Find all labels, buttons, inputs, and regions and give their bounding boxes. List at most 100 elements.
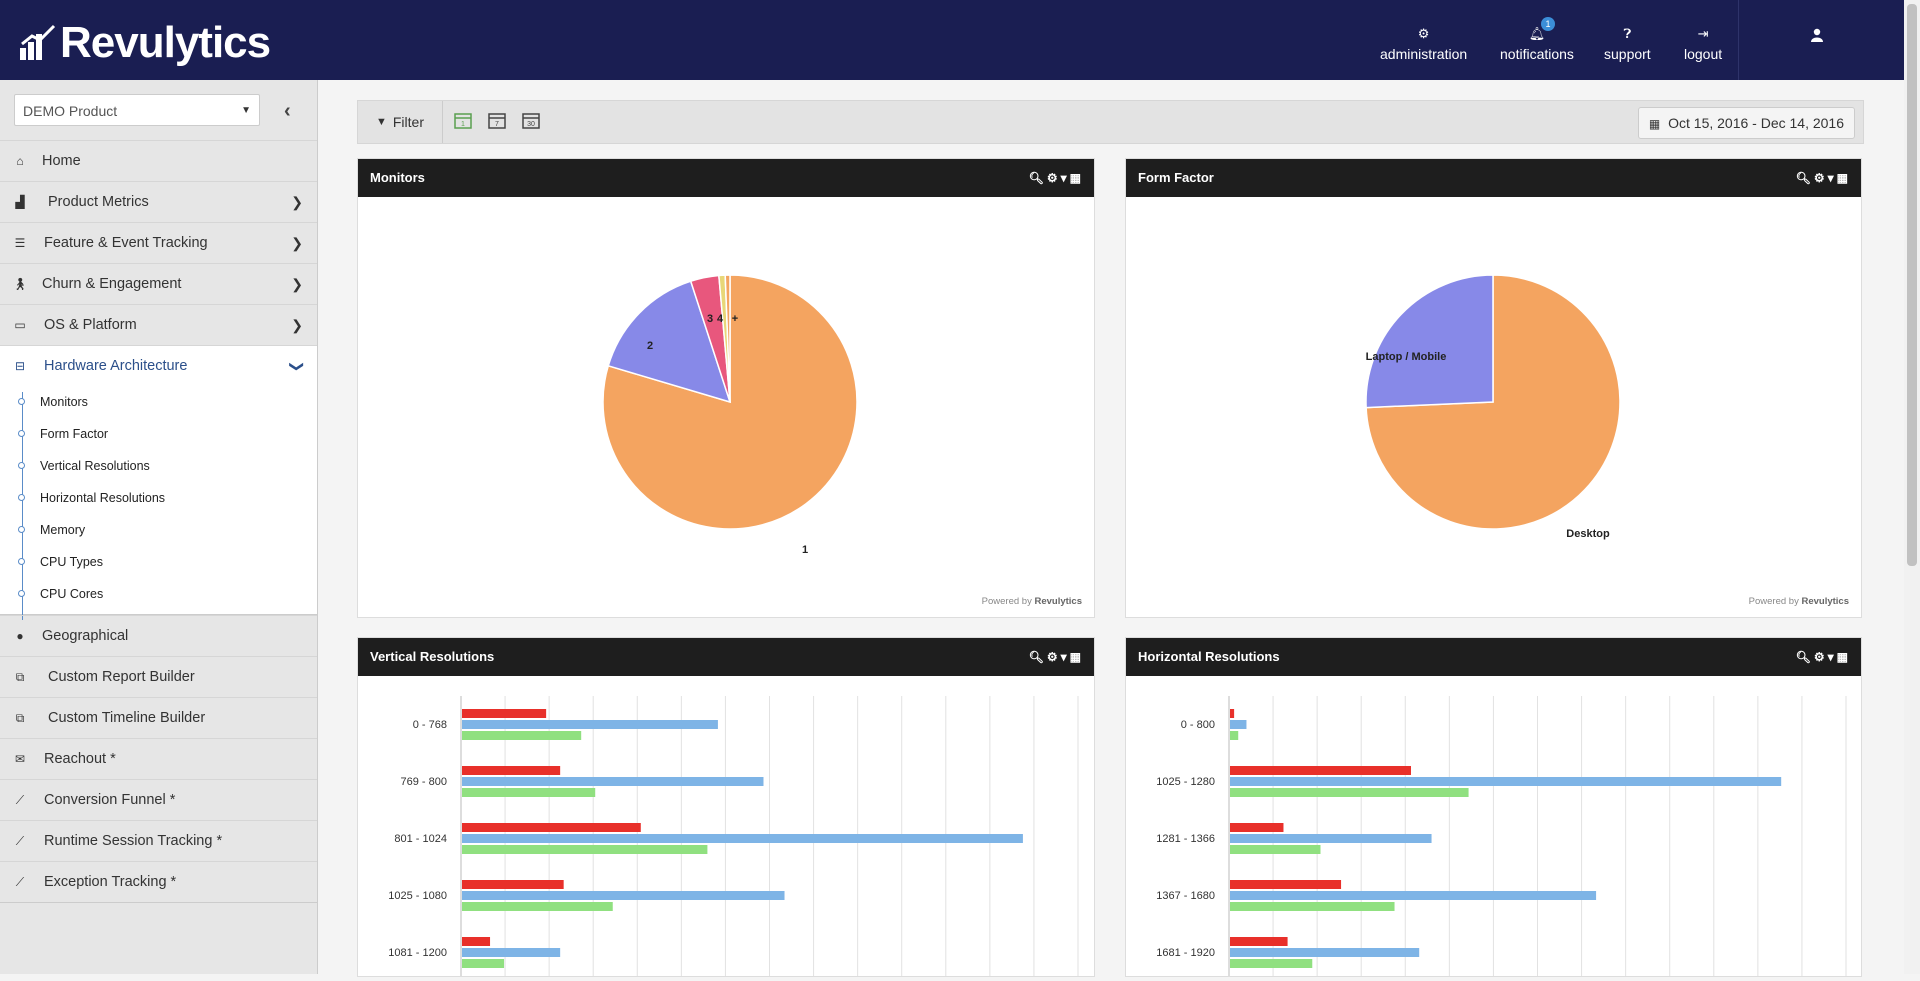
sidebar-item-exception-tracking[interactable]: ⟋ Exception Tracking * — [0, 861, 317, 903]
bar-red[interactable] — [1230, 937, 1288, 946]
pie-slice-2[interactable] — [607, 280, 732, 404]
envelope-icon: ✉ — [14, 752, 26, 766]
bar-green[interactable] — [462, 731, 582, 740]
filter-button[interactable]: ▼ Filter — [358, 101, 443, 143]
bar-green[interactable] — [462, 845, 708, 854]
submenu-item-monitors[interactable]: Monitors — [0, 386, 317, 418]
gear-icon[interactable]: ⚙▾ — [1813, 650, 1837, 664]
category-label: 1025 - 1280 — [1156, 776, 1215, 788]
bar-blue[interactable] — [462, 720, 718, 729]
bar-green[interactable] — [1230, 731, 1239, 740]
bar-blue[interactable] — [462, 834, 1023, 843]
search-icon[interactable]: 🔍︎ — [1028, 650, 1047, 664]
submenu-label: Monitors — [40, 395, 88, 409]
bar-blue[interactable] — [1230, 777, 1782, 786]
bar-green[interactable] — [1230, 845, 1321, 854]
administration-link[interactable]: ⚙ administration — [1380, 26, 1467, 62]
powered-prefix: Powered by — [981, 596, 1032, 607]
category-label: 1081 - 1200 — [388, 947, 447, 959]
bar-blue[interactable] — [462, 948, 561, 957]
sidebar-item-geographical[interactable]: ● Geographical — [0, 615, 317, 656]
vertical-resolutions-bar-chart: 0 - 768 769 - 800 801 - 1024 1025 - 1080 108… — [388, 696, 1079, 976]
calendar-7-days-icon[interactable]: 7 — [488, 111, 506, 134]
bar-red[interactable] — [1230, 880, 1342, 889]
pie-label: + — [732, 313, 738, 325]
calendar-1-day-icon[interactable]: 1 — [454, 111, 472, 134]
sidebar-item-reachout[interactable]: ✉ Reachout * — [0, 738, 317, 779]
sidebar-item-home[interactable]: ⌂ Home — [0, 140, 317, 181]
calendar-30-days-icon[interactable]: 30 — [522, 111, 540, 134]
bar-green[interactable] — [462, 788, 596, 797]
sidebar-item-custom-timeline-builder[interactable]: ⧉ Custom Timeline Builder — [0, 697, 317, 738]
sidebar-item-hardware-architecture[interactable]: ⊟ Hardware Architecture ❯ — [0, 345, 317, 386]
bar-red[interactable] — [1230, 766, 1411, 775]
submenu-item-horizontal-resolutions[interactable]: Horizontal Resolutions — [0, 482, 317, 514]
bar-red[interactable] — [462, 823, 641, 832]
panel-title: Vertical Resolutions — [370, 649, 495, 664]
pie-slice--[interactable] — [724, 274, 731, 403]
sidebar-item-os-platform[interactable]: ▭ OS & Platform ❯ — [0, 304, 317, 345]
submenu-item-vertical-resolutions[interactable]: Vertical Resolutions — [0, 450, 317, 482]
user-icon[interactable] — [1810, 28, 1824, 45]
notifications-link[interactable]: 🔔︎ 1 notifications — [1500, 17, 1574, 62]
support-link[interactable]: ❓︎ support — [1604, 26, 1651, 62]
horizontal-resolutions-panel: Horizontal Resolutions 🔍︎⚙▾▦ 0 - 800 1025… — [1125, 637, 1862, 977]
search-icon[interactable]: 🔍︎ — [1795, 650, 1814, 664]
bar-red[interactable] — [462, 937, 491, 946]
table-icon[interactable]: ▦ — [1069, 650, 1084, 664]
pie-slice-1[interactable] — [602, 274, 858, 530]
bar-blue[interactable] — [1230, 834, 1432, 843]
product-select[interactable]: DEMO Product ▼ — [14, 94, 260, 126]
bar-red[interactable] — [462, 766, 561, 775]
gear-icon[interactable]: ⚙▾ — [1046, 650, 1070, 664]
submenu-item-cpu-cores[interactable]: CPU Cores — [0, 578, 317, 610]
category-label: 801 - 1024 — [394, 833, 447, 845]
submenu-label: CPU Cores — [40, 587, 104, 601]
sidebar-item-custom-report-builder[interactable]: ⧉ Custom Report Builder — [0, 656, 317, 697]
sidebar-item-churn-engagement[interactable]: 🚶︎ Churn & Engagement ❯ — [0, 263, 317, 304]
bar-green[interactable] — [1230, 902, 1395, 911]
submenu-item-form-factor[interactable]: Form Factor — [0, 418, 317, 450]
table-icon[interactable]: ▦ — [1836, 650, 1851, 664]
bar-red[interactable] — [1230, 709, 1235, 718]
bar-green[interactable] — [462, 959, 505, 968]
sidebar-collapse-chevron-left-icon[interactable]: ‹ — [284, 100, 291, 122]
table-icon[interactable]: ▦ — [1836, 171, 1851, 185]
page-scrollbar-thumb[interactable] — [1907, 4, 1917, 566]
gear-icon[interactable]: ⚙▾ — [1046, 171, 1070, 185]
search-icon[interactable]: 🔍︎ — [1795, 171, 1814, 185]
bar-red[interactable] — [462, 709, 547, 718]
category-label: 1367 - 1680 — [1156, 890, 1215, 902]
bar-blue[interactable] — [1230, 948, 1420, 957]
panel-title: Horizontal Resolutions — [1138, 649, 1280, 664]
revulytics-logo[interactable]: Revulytics — [18, 18, 271, 68]
sidebar-item-conversion-funnel[interactable]: ⟋ Conversion Funnel * — [0, 779, 317, 820]
line-chart-icon: ⟋ — [15, 792, 25, 807]
search-icon[interactable]: 🔍︎ — [1028, 171, 1047, 185]
sidebar-item-product-metrics[interactable]: ▟ Product Metrics ❯ — [0, 181, 317, 222]
submenu-label: Vertical Resolutions — [40, 459, 150, 473]
cogs-icon: ⚙ — [1417, 26, 1430, 41]
sidebar-item-runtime-session-tracking[interactable]: ⟋ Runtime Session Tracking * — [0, 820, 317, 861]
submenu-item-memory[interactable]: Memory — [0, 514, 317, 546]
sidebar-item-label: Hardware Architecture — [44, 358, 188, 374]
tasks-icon: ☰ — [14, 236, 26, 250]
date-range-label: Oct 15, 2016 - Dec 14, 2016 — [1668, 115, 1844, 131]
bar-green[interactable] — [1230, 788, 1469, 797]
bar-red[interactable] — [1230, 823, 1284, 832]
bar-blue[interactable] — [1230, 891, 1597, 900]
gear-icon[interactable]: ⚙▾ — [1813, 171, 1837, 185]
submenu-item-cpu-types[interactable]: CPU Types — [0, 546, 317, 578]
table-icon[interactable]: ▦ — [1069, 171, 1084, 185]
sidebar-item-feature-event-tracking[interactable]: ☰ Feature & Event Tracking ❯ — [0, 222, 317, 263]
bar-blue[interactable] — [462, 891, 785, 900]
bar-blue[interactable] — [462, 777, 764, 786]
pie-slice-laptop-mobile[interactable] — [1365, 274, 1494, 409]
bar-red[interactable] — [462, 880, 564, 889]
bar-blue[interactable] — [1230, 720, 1247, 729]
bar-green[interactable] — [462, 902, 613, 911]
category-label: 0 - 800 — [1181, 719, 1215, 731]
bar-green[interactable] — [1230, 959, 1313, 968]
date-range-button[interactable]: ▦ Oct 15, 2016 - Dec 14, 2016 — [1637, 107, 1855, 139]
logout-link[interactable]: ⇥ logout — [1684, 26, 1722, 62]
